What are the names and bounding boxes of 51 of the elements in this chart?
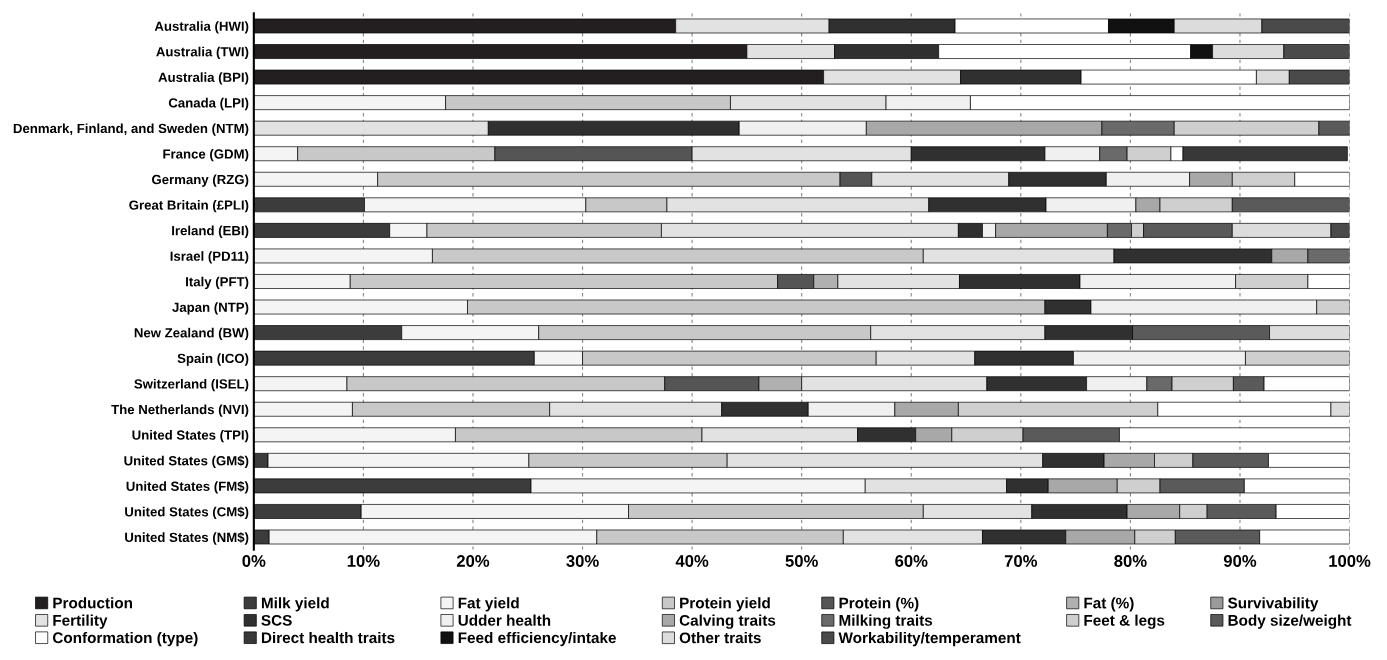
y-tick-label: Germany (RZG) xyxy=(152,174,249,187)
legend-label: Milk yield xyxy=(261,597,329,612)
y-tick-label: United States (GM$) xyxy=(124,455,249,468)
x-tick-label: 0% xyxy=(242,555,266,567)
x-tick-label: 70% xyxy=(1004,555,1038,567)
y-tick-label: United States (TPI) xyxy=(132,430,249,443)
legend-label: Workability/temperament xyxy=(838,632,1021,647)
y-tick-label: Denmark, Finland, and Sweden (NTM) xyxy=(13,123,249,136)
legend-label: Feet & legs xyxy=(1084,614,1165,629)
y-tick-label: Australia (TWI) xyxy=(156,46,249,60)
y-tick-label: Great Britain (£PLI) xyxy=(129,200,249,213)
y-tick-label: Japan (NTP) xyxy=(172,302,249,315)
legend-label: Feed efficiency/intake xyxy=(458,631,616,647)
x-tick-label: 90% xyxy=(1223,555,1257,567)
y-tick-label: United States (FM$) xyxy=(126,481,249,494)
legend-label: SCS xyxy=(261,614,292,626)
x-tick-label: 100% xyxy=(1329,555,1371,567)
y-tick-label: The Netherlands (NVI) xyxy=(111,404,249,417)
legend-label: Milking traits xyxy=(839,614,933,629)
y-tick-label: Israel (PD11) xyxy=(170,251,249,264)
y-tick-label: Australia (HWI) xyxy=(154,21,249,34)
y-tick-label: Australia (BPI) xyxy=(158,72,249,85)
x-tick-label: 20% xyxy=(456,555,490,567)
x-tick-label: 80% xyxy=(1114,555,1147,567)
x-tick-label: 10% xyxy=(347,555,380,567)
x-tick-label: 50% xyxy=(785,555,818,567)
legend-label: Fat (%) xyxy=(1084,597,1134,612)
legend-label: Other traits xyxy=(679,632,761,644)
legend-label: Protein yield xyxy=(680,597,770,612)
legend-label: Production xyxy=(53,597,132,609)
y-tick-label: Italy (PFT) xyxy=(186,276,249,290)
y-tick-label: Canada (LPI) xyxy=(168,97,249,111)
y-tick-label: New Zealand (BW) xyxy=(134,327,249,341)
legend-label: Survivability xyxy=(1227,597,1319,612)
legend-label: Conformation (type) xyxy=(52,631,198,647)
y-tick-label: Switzerland (ISEL) xyxy=(134,378,249,392)
legend-label: Direct health traits xyxy=(261,631,395,644)
x-tick-label: 60% xyxy=(895,555,928,567)
y-tick-label: United States (CM$) xyxy=(125,506,249,520)
legend-label: Fat yield xyxy=(458,597,519,612)
y-tick-label: United States (NM$) xyxy=(125,532,249,545)
legend-label: Body size/weight xyxy=(1228,614,1352,629)
legend-label: Udder health xyxy=(458,614,551,626)
y-tick-label: France (GDM) xyxy=(163,148,249,162)
legend-label: Fertility xyxy=(53,614,108,629)
legend-label: Calving traits xyxy=(679,614,776,629)
y-tick-label: Spain (ICO) xyxy=(177,353,249,366)
legend-label: Protein (%) xyxy=(839,597,919,612)
y-tick-label: Ireland (EBI) xyxy=(172,225,249,238)
x-tick-label: 40% xyxy=(675,555,709,567)
x-tick-label: 30% xyxy=(566,555,599,567)
